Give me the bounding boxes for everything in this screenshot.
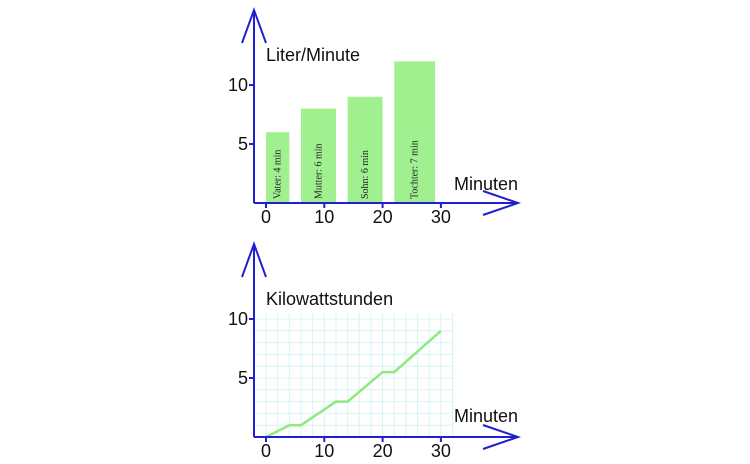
x-tick-label: 10 [314, 441, 334, 461]
bar [300, 108, 336, 203]
data-line [265, 329, 442, 439]
x-tick-label: 30 [431, 441, 451, 461]
grid [253, 313, 454, 438]
y-tick-label: 10 [228, 309, 248, 329]
x-tick-label: 20 [373, 207, 393, 227]
y-axis-arrow-icon [241, 7, 267, 44]
y-tick-label: 10 [228, 75, 248, 95]
y-tick-label: 5 [238, 368, 248, 388]
x-tick-label: 10 [314, 207, 334, 227]
x-tick-label: 0 [261, 441, 271, 461]
x-axis-label: Minuten [454, 406, 518, 426]
y-tick-label: 5 [238, 134, 248, 154]
x-tick-label: 30 [431, 207, 451, 227]
bar-label: Tochter: 7 min [410, 140, 421, 199]
bar [394, 61, 436, 204]
bar [266, 132, 290, 203]
y-axis-arrow-icon [241, 241, 267, 278]
bar-label: Sohn: 6 min [360, 150, 371, 199]
chart-bottom-kilowatt-hours: 0 10 20 30 5 10 Kilowattstunden Minuten [228, 241, 522, 461]
x-axis-arrow-icon [482, 424, 522, 450]
y-axis-label: Kilowattstunden [266, 289, 393, 309]
chart-top-liters-per-minute: Vater: 4 min Mutter: 6 min Sohn: 6 min Toch… [228, 7, 522, 227]
bar-label: Vater: 4 min [273, 150, 284, 199]
y-axis-label: Liter/Minute [266, 45, 360, 65]
x-tick-label: 20 [373, 441, 393, 461]
bar-label: Mutter: 6 min [313, 143, 324, 199]
bar [347, 96, 383, 203]
x-axis-arrow-icon [482, 190, 522, 216]
x-axis-label: Minuten [454, 174, 518, 194]
x-tick-label: 0 [261, 207, 271, 227]
